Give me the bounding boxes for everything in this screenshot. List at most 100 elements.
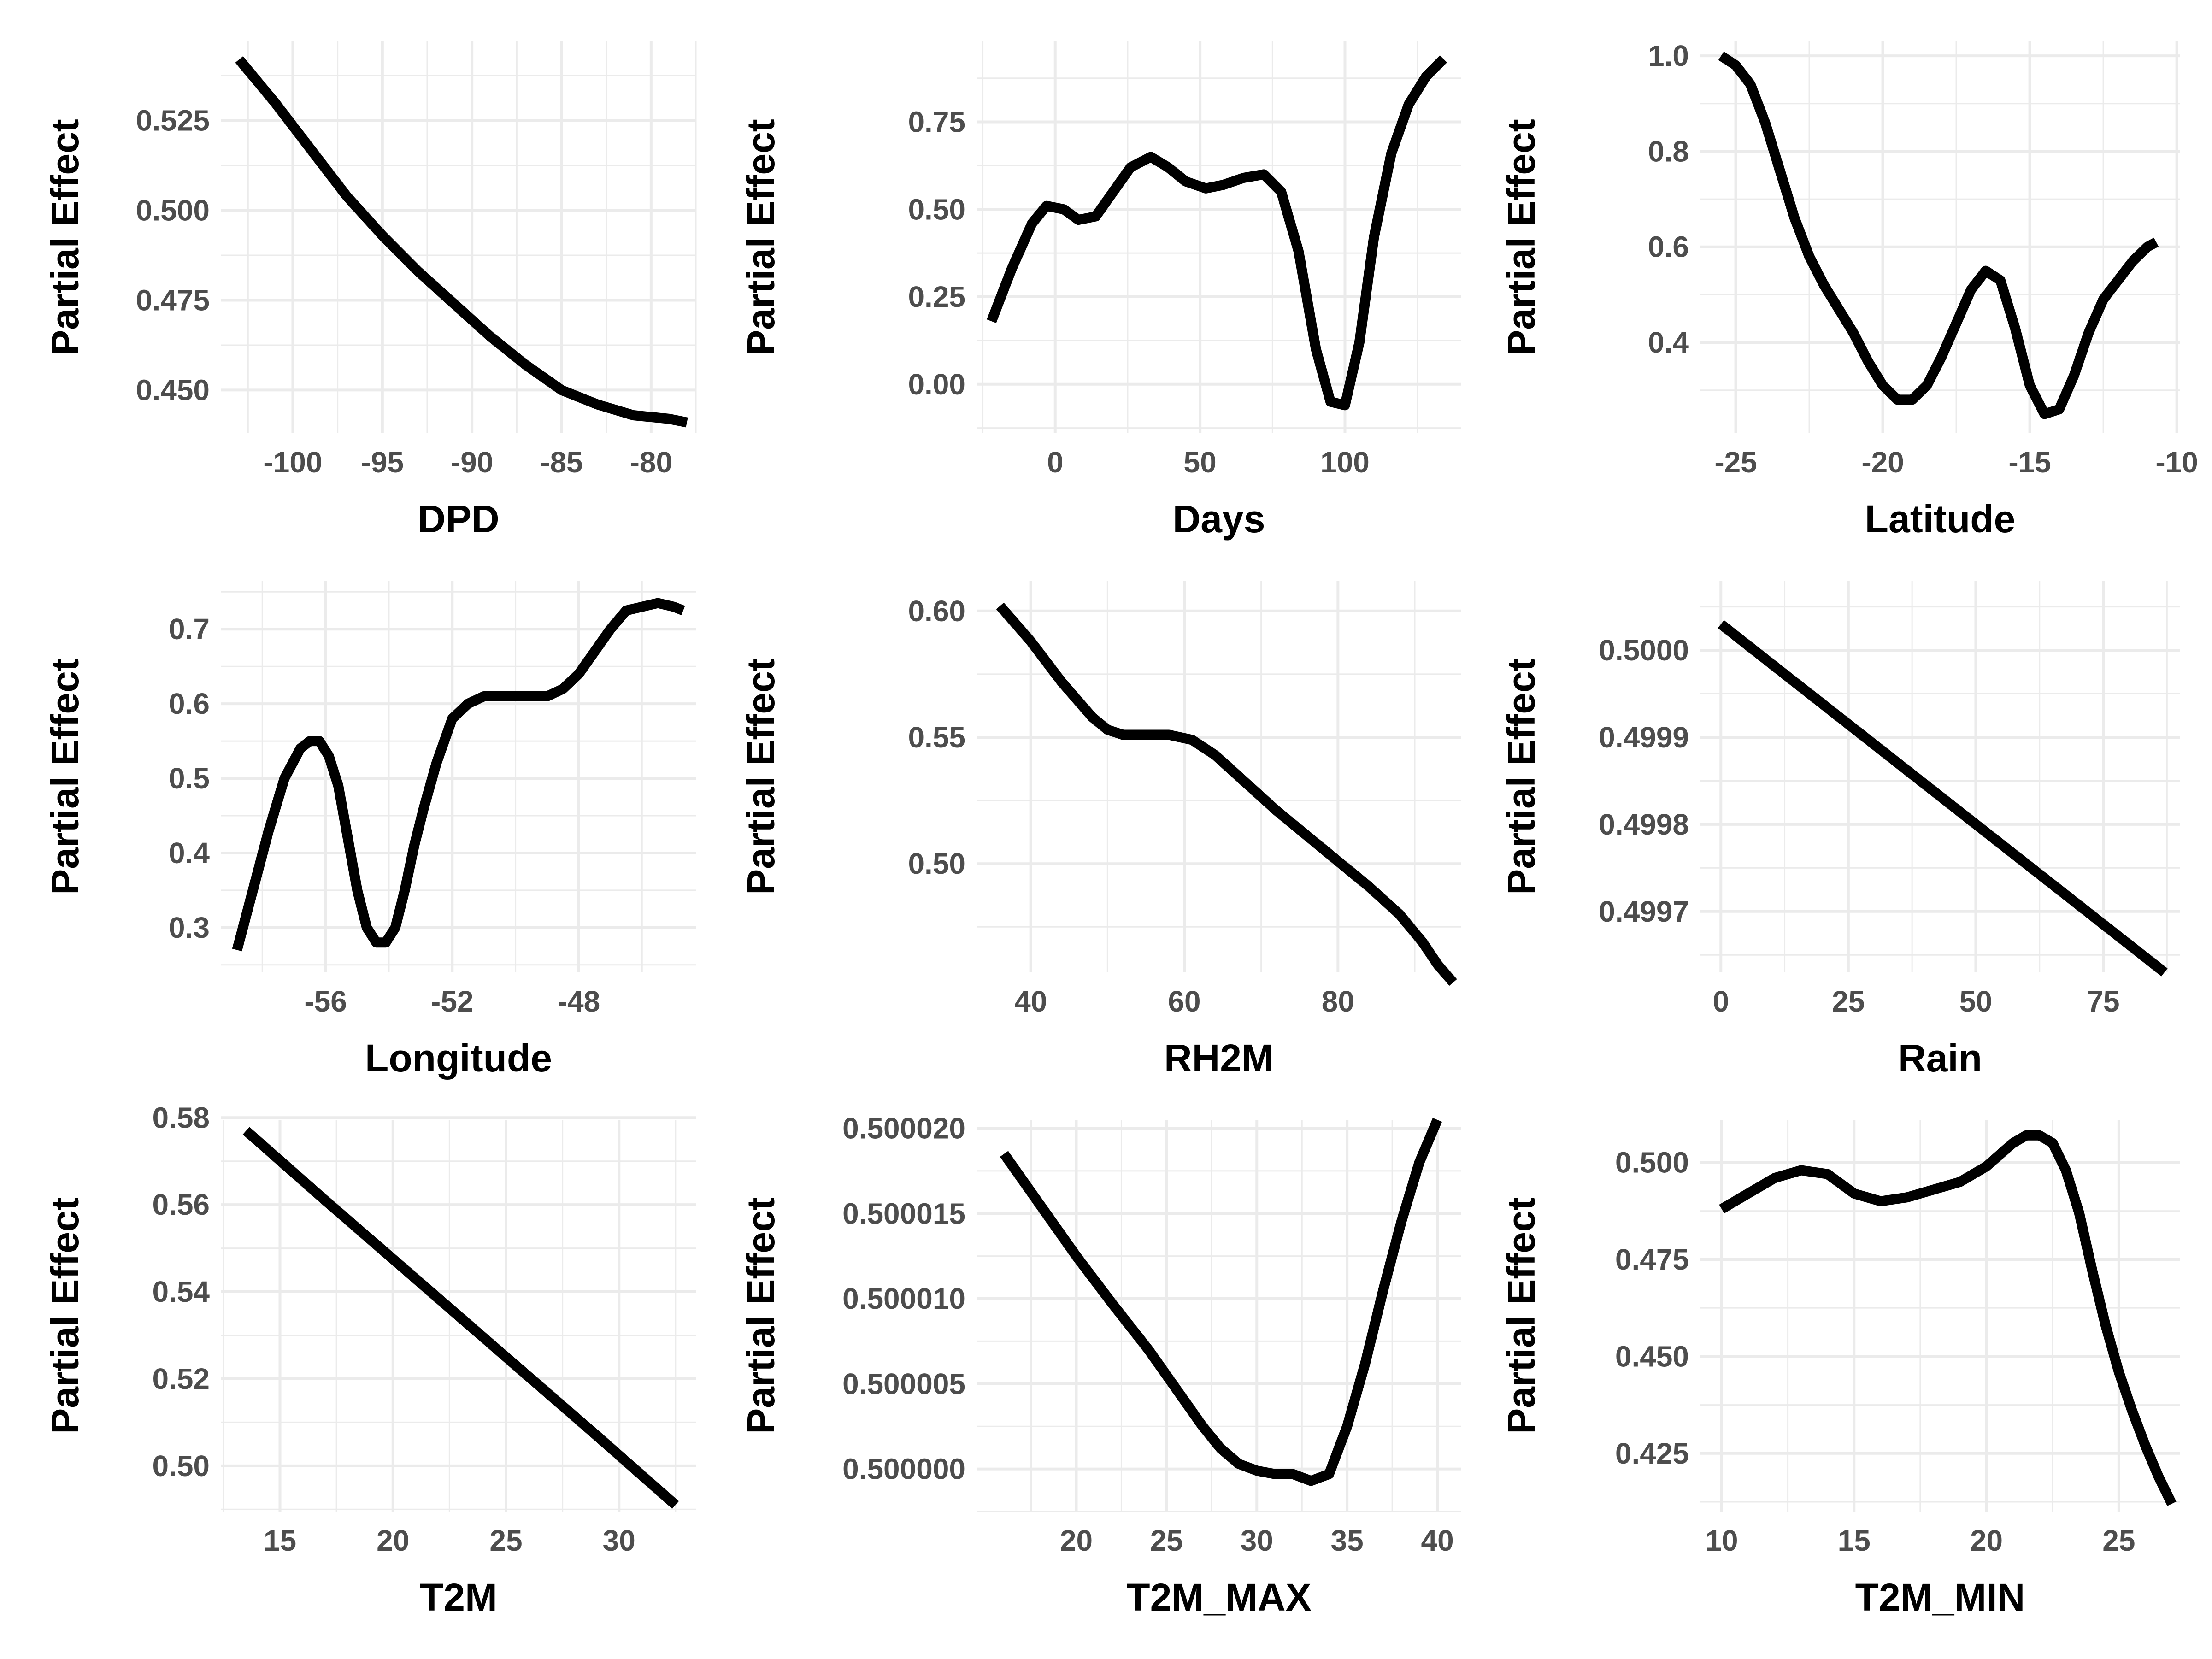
- chart-8-x-tick-label: 25: [2102, 1524, 2135, 1557]
- chart-8-y-tick-label: 0.450: [1615, 1340, 1689, 1373]
- chart-6-x-axis-title: T2M: [420, 1576, 497, 1619]
- chart-0-line: [235, 56, 688, 428]
- chart-5-y-tick-label: 0.4999: [1599, 721, 1689, 754]
- chart-3-y-tick-label: 0.5: [169, 762, 210, 795]
- chart-2-x-tick-label: -25: [1714, 446, 1757, 479]
- chart-7-x-axis-title: T2M_MAX: [1126, 1576, 1311, 1619]
- chart-7-x-tick-label: 25: [1150, 1524, 1183, 1557]
- chart-8-y-tick-label: 0.425: [1615, 1437, 1689, 1470]
- chart-2-panel: -25 -20 -15 -10 0.4 0.6 0.8 1.0 Latitude Partial …: [1500, 39, 2198, 541]
- chart-7-y-tick-label: 0.500000: [842, 1453, 965, 1486]
- chart-0-y-tick-label: 0.500: [136, 194, 210, 227]
- chart-5-line: [1718, 620, 2168, 977]
- chart-0-y-tick-label: 0.525: [136, 104, 210, 137]
- chart-7-x-tick-label: 35: [1331, 1524, 1364, 1557]
- chart-5-x-tick-label: 50: [1959, 985, 1992, 1018]
- chart-5-panel: 0 25 50 75 0.4997 0.4998 0.4999 0.5000 Rain Parti…: [1500, 581, 2180, 1080]
- chart-4-panel: 40 60 80 0.50 0.55 0.60 RH2M Partial Effect: [739, 581, 1461, 1080]
- chart-7-y-tick-label: 0.500015: [842, 1197, 965, 1230]
- chart-5-x-axis-title: Rain: [1898, 1036, 1982, 1080]
- chart-3-panel: -56 -52 -48 0.3 0.4 0.5 0.6 0.7 Longitude Partial…: [43, 581, 696, 1080]
- chart-2-line: [1718, 51, 2159, 419]
- chart-6-x-tick-label: 15: [264, 1524, 296, 1557]
- chart-8-y-axis-title: Partial Effect: [1500, 1197, 1543, 1434]
- chart-1-line: [987, 55, 1447, 411]
- chart-0-x-tick-label: -80: [630, 446, 673, 479]
- chart-3-x-axis-title: Longitude: [365, 1036, 552, 1080]
- chart-8-y-tick-label: 0.475: [1615, 1243, 1689, 1276]
- chart-8-panel: 10 15 20 25 0.425 0.450 0.475 0.500 T2M_MIN Parti…: [1500, 1120, 2180, 1619]
- chart-6-y-tick-label: 0.54: [152, 1275, 210, 1308]
- chart-0-x-axis-title: DPD: [418, 497, 499, 541]
- chart-5-x-tick-label: 0: [1712, 985, 1729, 1018]
- chart-3-x-tick-label: -52: [431, 985, 474, 1018]
- chart-3-x-tick-label: -48: [558, 985, 600, 1018]
- chart-8-x-axis-title: T2M_MIN: [1855, 1576, 2025, 1619]
- chart-2-x-tick-label: -15: [2008, 446, 2051, 479]
- chart-3-y-tick-label: 0.6: [169, 687, 210, 720]
- chart-2-x-tick-label: -10: [2155, 446, 2198, 479]
- chart-1-y-tick-label: 0.25: [908, 280, 965, 313]
- chart-4-x-tick-label: 40: [1014, 985, 1047, 1018]
- chart-6-y-tick-label: 0.58: [152, 1101, 210, 1134]
- chart-3-x-tick-label: -56: [304, 985, 347, 1018]
- chart-6-line: [242, 1127, 679, 1509]
- chart-0-x-tick-label: -90: [451, 446, 494, 479]
- chart-0-x-tick-label: -85: [540, 446, 583, 479]
- chart-6-y-tick-label: 0.50: [152, 1449, 210, 1483]
- chart-7-y-tick-label: 0.500010: [842, 1282, 965, 1315]
- chart-2-y-tick-label: 0.4: [1648, 326, 1689, 359]
- chart-4-y-tick-label: 0.60: [908, 594, 965, 628]
- chart-1-y-tick-label: 0.00: [908, 368, 965, 401]
- chart-1-x-tick-label: 100: [1320, 446, 1370, 479]
- chart-1-y-axis-title: Partial Effect: [739, 119, 782, 356]
- chart-5-y-tick-label: 0.5000: [1599, 634, 1689, 667]
- chart-3-y-axis-title: Partial Effect: [43, 658, 87, 895]
- chart-3-line: [232, 598, 685, 952]
- chart-6-panel: 15 20 25 30 0.50 0.52 0.54 0.56 0.58 T2M Partial E…: [43, 1101, 696, 1619]
- chart-8-x-tick-label: 20: [1970, 1524, 2003, 1557]
- chart-5-x-tick-label: 25: [1832, 985, 1865, 1018]
- chart-4-x-tick-label: 80: [1322, 985, 1354, 1018]
- chart-8-x-tick-label: 15: [1838, 1524, 1871, 1557]
- chart-3-y-tick-label: 0.7: [169, 612, 210, 646]
- chart-0-panel: -100 -95 -90 -85 -80 0.450 0.475 0.500 0.525 DPD P…: [43, 41, 697, 541]
- chart-1-x-tick-label: 0: [1047, 446, 1064, 479]
- chart-5-y-tick-label: 0.4998: [1599, 808, 1689, 841]
- chart-8-x-tick-label: 10: [1705, 1524, 1738, 1557]
- chart-1-panel: 0 50 100 0.00 0.25 0.50 0.75 Days Partial Effect: [739, 41, 1461, 541]
- chart-3-y-tick-label: 0.4: [169, 836, 210, 870]
- chart-3-y-tick-label: 0.3: [169, 911, 210, 944]
- chart-1-x-axis-title: Days: [1173, 497, 1265, 541]
- chart-0-y-tick-label: 0.450: [136, 373, 210, 406]
- chart-5-x-tick-label: 75: [2087, 985, 2119, 1018]
- chart-4-x-axis-title: RH2M: [1164, 1036, 1274, 1080]
- chart-0-x-tick-label: -100: [263, 446, 322, 479]
- chart-0-x-tick-label: -95: [361, 446, 404, 479]
- chart-2-x-tick-label: -20: [1861, 446, 1904, 479]
- chart-6-x-tick-label: 25: [489, 1524, 522, 1557]
- chart-2-y-tick-label: 0.8: [1648, 135, 1689, 168]
- chart-7-line: [1000, 1118, 1442, 1486]
- chart-0-y-axis-title: Partial Effect: [43, 119, 87, 356]
- chart-7-x-tick-label: 30: [1241, 1524, 1273, 1557]
- chart-7-x-tick-label: 40: [1421, 1524, 1453, 1557]
- chart-5-y-axis-title: Partial Effect: [1500, 658, 1543, 895]
- chart-7-panel: 20 25 30 35 40 0.500000 0.500005 0.500010 0.5000…: [739, 1112, 1461, 1619]
- chart-5-y-tick-label: 0.4997: [1599, 895, 1689, 928]
- chart-4-line: [996, 602, 1457, 986]
- chart-2-x-axis-title: Latitude: [1865, 497, 2016, 541]
- chart-8-y-tick-label: 0.500: [1615, 1146, 1689, 1179]
- chart-2-y-tick-label: 1.0: [1648, 39, 1689, 72]
- chart-6-x-tick-label: 20: [377, 1524, 409, 1557]
- chart-6-y-tick-label: 0.56: [152, 1188, 210, 1221]
- chart-6-y-axis-title: Partial Effect: [43, 1197, 87, 1434]
- chart-4-y-axis-title: Partial Effect: [739, 658, 782, 895]
- chart-0-y-tick-label: 0.475: [136, 283, 210, 317]
- chart-7-y-tick-label: 0.500005: [842, 1367, 965, 1400]
- chart-4-x-tick-label: 60: [1168, 985, 1200, 1018]
- chart-7-y-tick-label: 0.500020: [842, 1112, 965, 1145]
- chart-6-x-tick-label: 30: [603, 1524, 635, 1557]
- chart-2-y-tick-label: 0.6: [1648, 230, 1689, 264]
- chart-7-x-tick-label: 20: [1060, 1524, 1093, 1557]
